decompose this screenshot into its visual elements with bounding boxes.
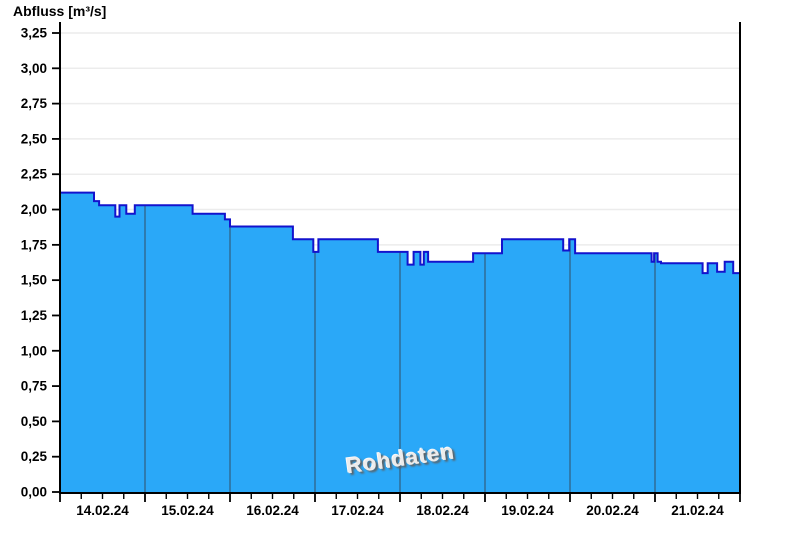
y-tick-label: 0,50 (21, 414, 47, 429)
y-tick-label: 1,25 (21, 308, 48, 323)
y-tick-label: 0,75 (21, 379, 48, 394)
y-tick-label: 2,25 (21, 167, 48, 182)
y-tick-label: 1,50 (21, 273, 47, 288)
y-tick-label: 2,50 (21, 131, 47, 146)
x-tick-label: 21.02.24 (671, 503, 724, 518)
y-tick-label: 0,25 (21, 449, 48, 464)
y-tick-label: 3,25 (21, 26, 48, 41)
y-tick-label: 2,75 (21, 96, 48, 111)
chart-title: Abfluss [m³/s] (13, 3, 107, 19)
y-tick-label: 1,75 (21, 237, 48, 252)
y-tick-label: 1,00 (21, 343, 47, 358)
discharge-step-line (60, 191, 740, 275)
x-tick-label: 14.02.24 (76, 503, 129, 518)
x-tick-label: 18.02.24 (416, 503, 469, 518)
y-tick-label: 0,00 (21, 485, 47, 500)
x-tick-label: 15.02.24 (161, 503, 214, 518)
y-tick-label: 3,00 (21, 61, 47, 76)
y-tick-label: 2,00 (21, 202, 47, 217)
x-tick-label: 19.02.24 (501, 503, 554, 518)
x-tick-label: 16.02.24 (246, 503, 299, 518)
x-tick-label: 20.02.24 (586, 503, 639, 518)
x-tick-label: 17.02.24 (331, 503, 384, 518)
